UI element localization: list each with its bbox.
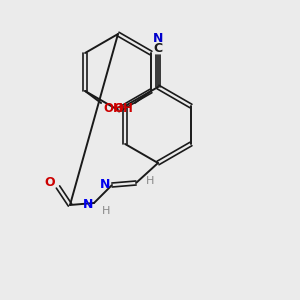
Text: H: H: [102, 206, 110, 216]
Text: H: H: [146, 176, 154, 186]
Text: OH: OH: [103, 101, 123, 115]
Text: OH: OH: [113, 101, 133, 115]
Text: N: N: [100, 178, 110, 190]
Text: O: O: [45, 176, 55, 188]
Text: N: N: [83, 197, 93, 211]
Text: C: C: [153, 43, 163, 56]
Text: N: N: [153, 32, 163, 44]
